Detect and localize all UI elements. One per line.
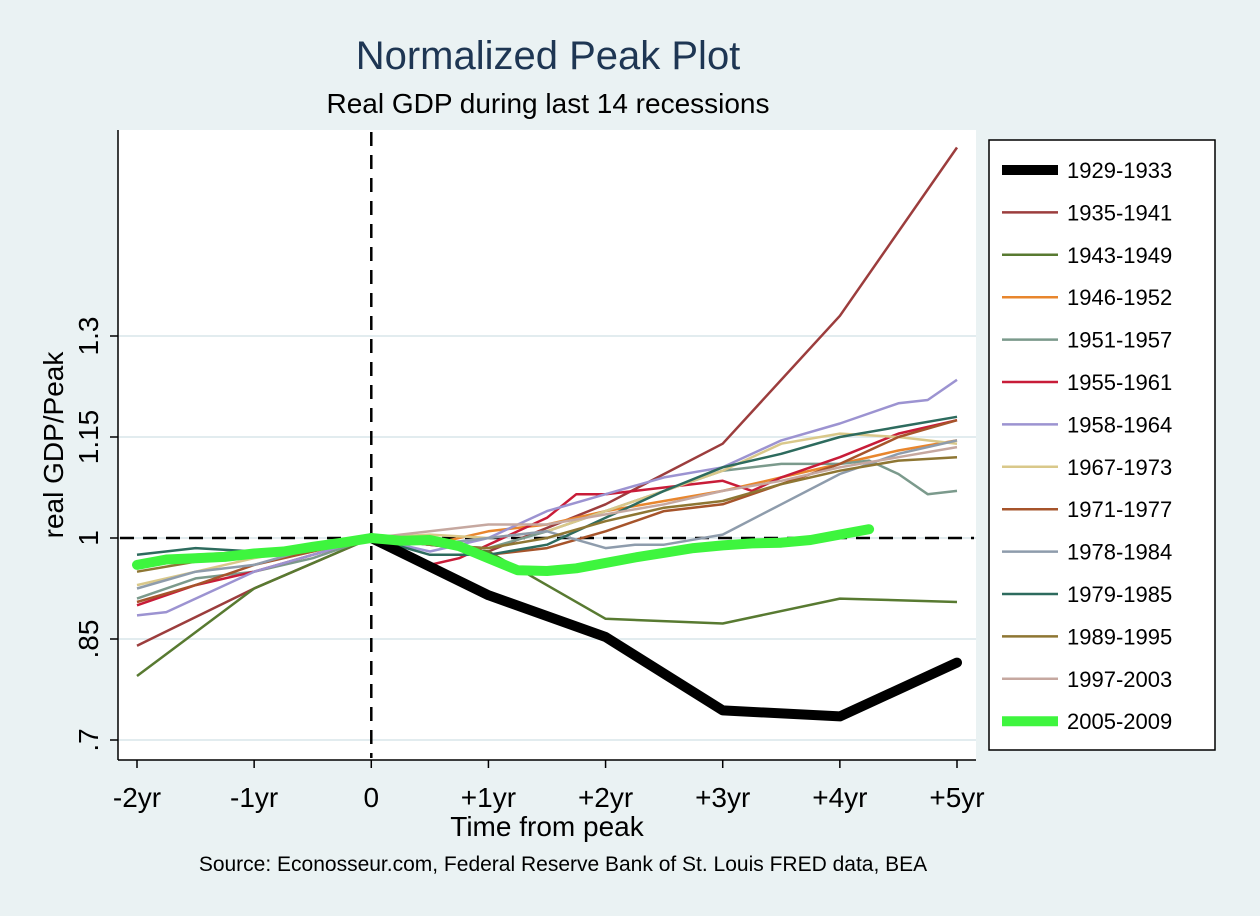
x-tick-label: 0 <box>363 782 379 813</box>
chart-title: Normalized Peak Plot <box>356 34 741 78</box>
legend-label: 1955-1961 <box>1067 370 1172 395</box>
legend-label: 1929-1933 <box>1067 158 1172 183</box>
x-axis-ticks: -2yr -1yr 0 +1yr +2yr +3yr +4yr +5yr <box>113 760 985 813</box>
legend-label: 1943-1949 <box>1067 243 1172 268</box>
legend-label: 1935-1941 <box>1067 200 1172 225</box>
y-tick-label: 1.15 <box>73 410 104 465</box>
series-line-2005-2009 <box>132 524 875 576</box>
chart-subtitle: Real GDP during last 14 recessions <box>326 88 769 119</box>
legend-label: 1967-1973 <box>1067 455 1172 480</box>
legend-label: 1971-1977 <box>1067 497 1172 522</box>
series-line-1958-1964 <box>136 378 958 617</box>
plot-area <box>118 130 976 760</box>
y-tick-label: 1 <box>73 530 104 546</box>
x-tick-label: -1yr <box>230 782 278 813</box>
legend-label: 2005-2009 <box>1067 709 1172 734</box>
legend-label: 1989-1995 <box>1067 624 1172 649</box>
y-axis-title: real GDP/Peak <box>38 351 69 539</box>
legend-label: 1997-2003 <box>1067 667 1172 692</box>
legend-label: 1946-1952 <box>1067 285 1172 310</box>
x-tick-label: +1yr <box>461 782 516 813</box>
legend-label: 1979-1985 <box>1067 582 1172 607</box>
source-note: Source: Econosseur.com, Federal Reserve … <box>199 853 927 876</box>
y-tick-label: 1.3 <box>73 317 104 356</box>
x-axis-title: Time from peak <box>450 811 644 842</box>
legend: 1929-1933 1935-1941 1943-1949 1946-1952 1951… <box>988 139 1216 751</box>
x-tick-label: +4yr <box>812 782 867 813</box>
x-tick-label: +3yr <box>695 782 750 813</box>
legend-label: 1958-1964 <box>1067 412 1172 437</box>
y-tick-label: .7 <box>73 728 104 751</box>
legend-label: 1978-1984 <box>1067 540 1172 565</box>
legend-box <box>988 139 1216 751</box>
x-tick-label: +5yr <box>929 782 984 813</box>
y-axis-ticks: .7 .85 1 1.15 1.3 <box>73 317 118 752</box>
x-tick-label: +2yr <box>578 782 633 813</box>
series-line-1943-1949 <box>136 536 958 678</box>
series-lines <box>132 146 962 722</box>
series-line-1929-1933 <box>366 533 962 722</box>
legend-label: 1951-1957 <box>1067 328 1172 353</box>
y-tick-label: .85 <box>73 620 104 659</box>
x-tick-label: -2yr <box>113 782 161 813</box>
